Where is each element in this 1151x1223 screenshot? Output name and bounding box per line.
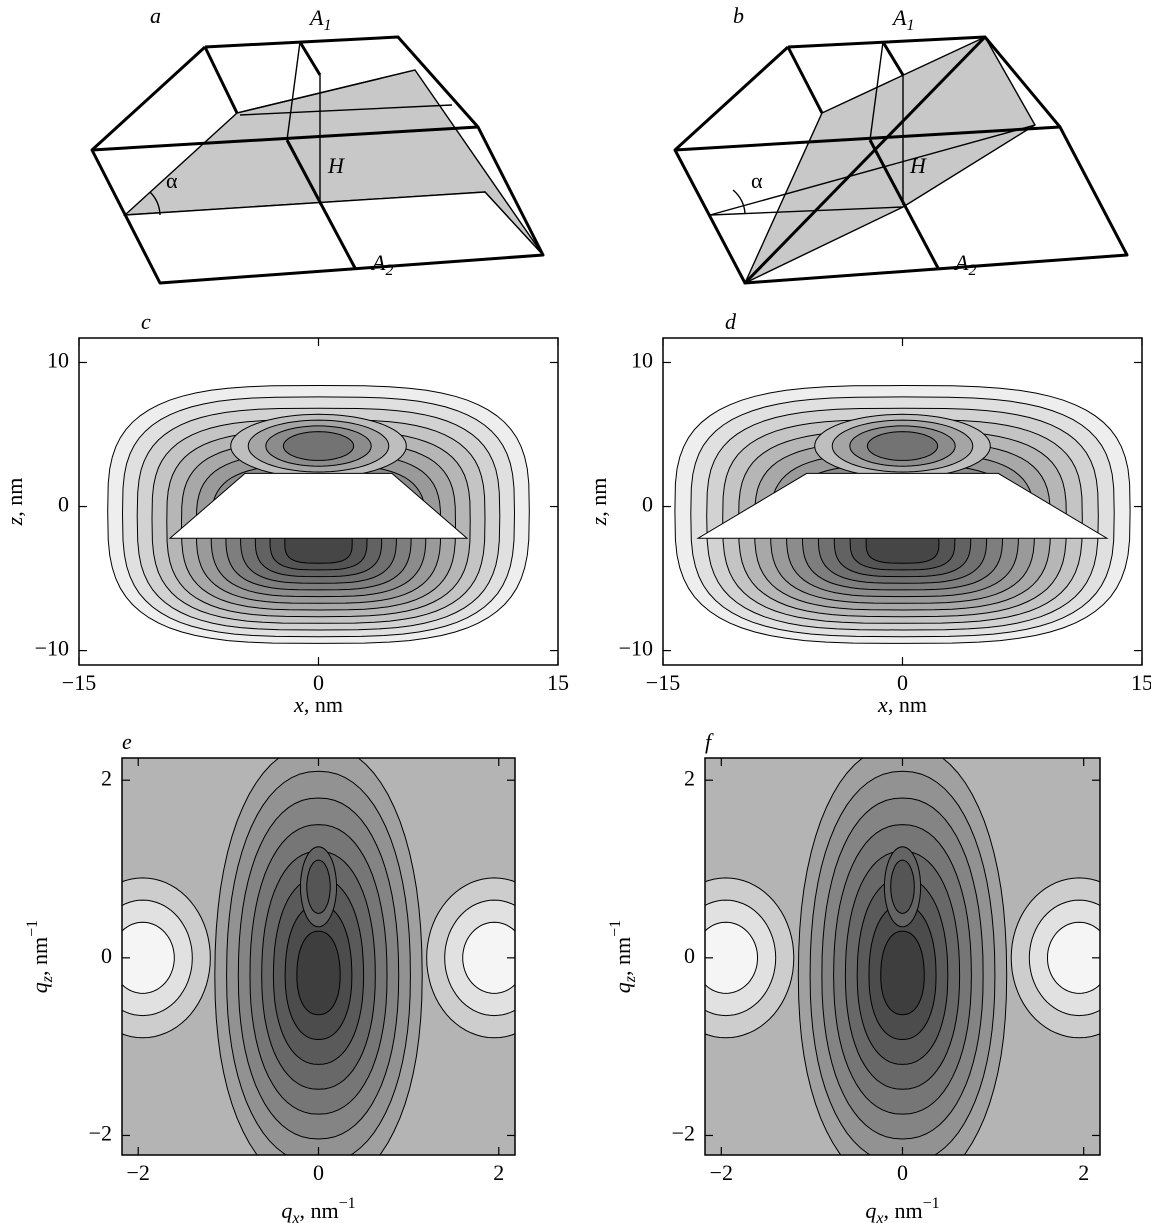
x-tick-label: 0	[313, 1160, 324, 1185]
y-tick-label: −10	[619, 636, 653, 661]
x-tick-label: −15	[646, 670, 680, 695]
bottom-label: A2	[953, 250, 976, 279]
axis-label: z, nm	[2, 478, 27, 527]
panel-label: a	[150, 3, 161, 28]
y-tick-label: 0	[101, 943, 112, 968]
height-label: H	[909, 153, 927, 178]
x-tick-label: 0	[897, 670, 908, 695]
axis-label: x, nm	[877, 692, 927, 717]
y-tick-label: 10	[631, 348, 653, 373]
frustum-edge	[285, 139, 357, 269]
frustum-edge	[298, 41, 322, 76]
angle-label: α	[166, 168, 178, 193]
axis-label: qz, nm−1	[24, 920, 56, 993]
x-tick-label: 0	[313, 670, 324, 695]
contour-band	[306, 859, 331, 914]
axis-label: qx, nm−1	[281, 1195, 355, 1223]
x-tick-label: −2	[710, 1160, 733, 1185]
frustum-edge	[868, 139, 940, 269]
y-tick-label: 10	[47, 348, 69, 373]
frustum-edge	[203, 46, 239, 114]
axis-label: z, nm	[586, 478, 611, 527]
contour-band	[1046, 921, 1100, 994]
angle-label: α	[751, 168, 763, 193]
y-tick-label: 2	[684, 765, 695, 790]
panel-label: f	[705, 729, 714, 754]
frustum-edge	[786, 46, 824, 114]
height-label: H	[327, 153, 345, 178]
y-tick-label: 2	[101, 765, 112, 790]
frustum-edge	[881, 41, 905, 76]
contour-band	[296, 930, 341, 1016]
panel-label: d	[725, 309, 737, 334]
angle-arc	[149, 191, 161, 216]
inner-line	[239, 104, 453, 116]
inner-line	[869, 41, 884, 141]
contour-band	[880, 930, 925, 1016]
frustum-edge	[674, 125, 1061, 152]
panel-label: c	[141, 309, 151, 334]
panel-label: b	[733, 3, 744, 28]
x-tick-label: 2	[1078, 1160, 1089, 1185]
panel-label: e	[122, 729, 132, 754]
contour-plot: −15 0 15 −10 0 10 d x, nm z, nm	[586, 309, 1151, 717]
inner-line	[236, 69, 416, 114]
contour-band	[705, 921, 759, 994]
contour-band	[462, 921, 515, 994]
inner-line	[709, 124, 1036, 216]
contour-field	[107, 384, 530, 644]
inner-line	[709, 206, 904, 216]
particle-section	[696, 472, 1109, 539]
frustum-edge	[91, 125, 479, 152]
axis-label: x, nm	[293, 692, 343, 717]
contour-band	[866, 431, 939, 461]
contour-field	[122, 758, 515, 1155]
contour-field	[705, 758, 1100, 1155]
x-tick-label: 15	[547, 670, 569, 695]
y-tick-label: −2	[89, 1121, 112, 1146]
x-tick-label: 0	[897, 1160, 908, 1185]
contour-band	[890, 859, 915, 914]
particle-section	[168, 472, 469, 539]
y-tick-label: 0	[642, 492, 653, 517]
x-tick-label: −2	[127, 1160, 150, 1185]
contour-field	[674, 384, 1131, 644]
contour-band	[282, 431, 355, 461]
axis-label: qx, nm−1	[865, 1195, 939, 1223]
section-plane	[743, 36, 1036, 285]
x-tick-label: 15	[1131, 670, 1151, 695]
contour-band	[122, 921, 175, 994]
top-label: A1	[891, 5, 914, 34]
x-tick-label: 2	[493, 1160, 504, 1185]
top-label: A1	[308, 5, 331, 34]
frustum-edge	[743, 35, 987, 285]
diagram-a: a A1 A2 H α	[90, 3, 545, 285]
angle-arc	[732, 189, 746, 214]
diagram-b: b A1 A2 H α	[673, 3, 1129, 285]
bottom-label: A2	[370, 250, 393, 279]
axis-label: qz, nm−1	[607, 920, 639, 993]
y-tick-label: 0	[684, 943, 695, 968]
y-tick-label: 0	[58, 492, 69, 517]
y-tick-label: −10	[35, 636, 69, 661]
inner-line	[286, 41, 301, 141]
contour-plot: −15 0 15 −10 0 10 c x, nm z, nm	[2, 309, 569, 717]
y-tick-label: −2	[672, 1121, 695, 1146]
x-tick-label: −15	[62, 670, 96, 695]
